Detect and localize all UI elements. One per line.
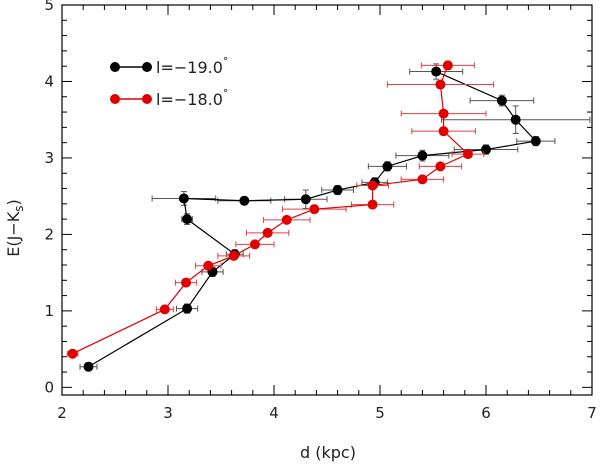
x-tick-label: 7	[587, 404, 597, 422]
y-axis-title-close: )	[4, 199, 23, 205]
legend-label-main: l=−19.0	[156, 58, 223, 77]
data-point	[228, 250, 239, 261]
series-layer	[66, 60, 591, 372]
data-point	[417, 174, 428, 185]
data-point	[431, 66, 442, 77]
y-axis-title-main: E(J−K	[4, 211, 23, 256]
data-point	[438, 108, 449, 119]
legend-label: l=−19.0°	[156, 55, 228, 77]
plot-frame	[61, 4, 593, 396]
x-tick-label: 6	[481, 404, 491, 422]
y-axis-title-subscript: s	[12, 206, 26, 212]
y-tick-label: 2	[44, 225, 54, 243]
legend-label-degree: °	[223, 55, 229, 68]
x-tick-label: 5	[375, 404, 385, 422]
data-point	[481, 144, 491, 155]
data-point	[181, 277, 192, 288]
data-point	[438, 126, 449, 137]
axis-ticks	[61, 4, 593, 395]
legend-marker	[142, 94, 152, 104]
data-point	[332, 185, 343, 196]
y-axis-title: E(J−Ks)	[4, 199, 26, 256]
data-point	[435, 161, 446, 172]
data-point	[262, 227, 273, 238]
legend-label: l=−18.0°	[156, 87, 228, 109]
data-point	[182, 214, 193, 225]
data-point	[309, 204, 320, 215]
legend-marker	[110, 62, 120, 72]
y-tick-label: 0	[44, 378, 54, 396]
data-point	[178, 193, 189, 204]
data-point	[442, 60, 453, 71]
data-point	[67, 348, 78, 359]
legend: l=−19.0°l=−18.0°	[110, 55, 228, 109]
data-point	[367, 180, 378, 191]
data-point	[83, 361, 94, 372]
data-point	[300, 194, 311, 205]
legend-marker	[110, 94, 120, 104]
y-tick-label: 3	[44, 149, 54, 167]
data-point	[239, 195, 250, 206]
legend-marker	[142, 62, 152, 72]
axis-tick-labels: 2 3 4 5 6 7 0 1 2 3 4 5	[44, 0, 596, 422]
data-point	[530, 136, 541, 147]
data-point	[182, 303, 193, 314]
legend-label-degree: °	[223, 87, 229, 100]
data-point	[249, 239, 260, 250]
data-point	[462, 149, 473, 160]
series-2	[66, 60, 494, 359]
x-tick-label: 3	[163, 404, 173, 422]
x-axis-title: d (kpc)	[300, 443, 356, 462]
y-tick-label: 4	[44, 72, 54, 90]
data-point	[510, 114, 521, 125]
data-point	[281, 214, 292, 225]
data-point	[367, 199, 378, 210]
data-point	[203, 260, 214, 271]
y-tick-label: 5	[44, 0, 54, 14]
legend-label-main: l=−18.0	[156, 90, 223, 109]
legend-item-2: l=−18.0°	[110, 87, 228, 109]
x-tick-label: 4	[269, 404, 279, 422]
y-tick-label: 1	[44, 302, 54, 320]
legend-item-1: l=−19.0°	[110, 55, 228, 77]
x-tick-label: 2	[57, 404, 67, 422]
data-point	[382, 161, 393, 172]
data-point	[159, 304, 170, 315]
plot-border	[61, 4, 593, 396]
data-point	[417, 150, 428, 161]
data-point	[496, 95, 507, 106]
data-point	[435, 79, 446, 90]
